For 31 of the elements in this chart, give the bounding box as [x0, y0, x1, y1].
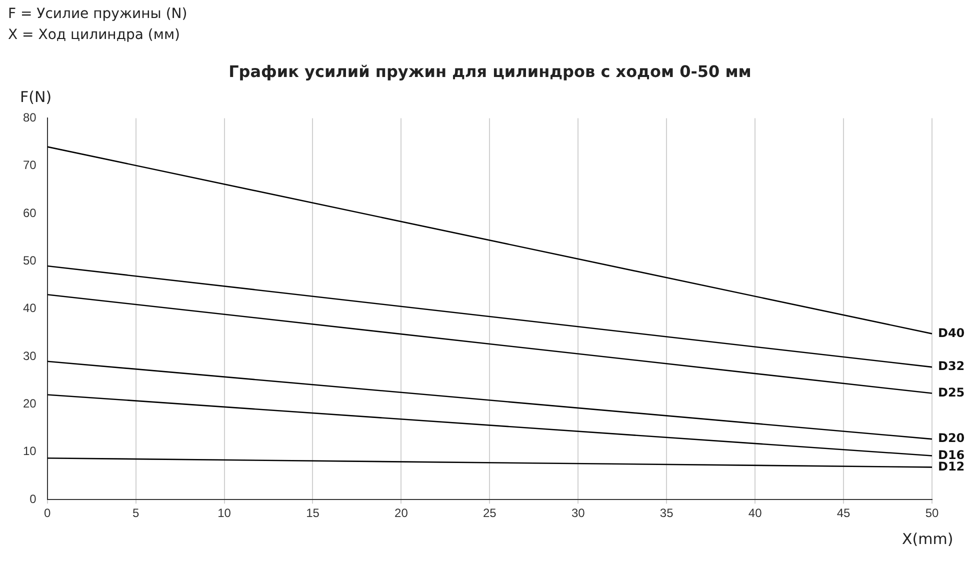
x-tick-label: 25	[482, 506, 497, 520]
y-tick-label: 80	[22, 110, 37, 125]
y-tick-label: 0	[30, 492, 37, 506]
text: F = Усилие пружины (N)	[8, 5, 188, 24]
chart-title: График усилий пружин для цилиндров с ходом 0-50 мм	[228, 62, 752, 81]
text: X = Ход цилиндра (мм)	[8, 26, 181, 45]
series-label: D16	[938, 448, 965, 462]
y-tick-label: 60	[22, 206, 37, 220]
x-tick-label: 0	[44, 506, 52, 520]
x-tick-label: 30	[571, 506, 586, 520]
x-tick-label: 15	[306, 506, 320, 520]
y-tick-label: 20	[22, 396, 37, 411]
x-tick-label: 35	[660, 506, 674, 520]
y-tick-label: 30	[22, 348, 37, 363]
y-tick-label: 50	[22, 254, 37, 268]
x-axis-title: X(mm)	[902, 530, 954, 548]
x-tick-label: 10	[218, 506, 232, 520]
y-tick-label: 10	[22, 444, 37, 458]
x-tick-label: 50	[925, 506, 939, 520]
series-label: D20	[938, 431, 965, 446]
x-tick-label: 20	[394, 506, 408, 520]
x-tick-label: 5	[132, 506, 140, 520]
y-tick-label: 40	[22, 301, 37, 316]
series-label: D12	[938, 459, 965, 474]
series-label: D40	[938, 326, 965, 340]
x-tick-label: 45	[836, 506, 851, 520]
y-tick-label: 70	[22, 158, 37, 172]
series-label: D32	[938, 359, 965, 374]
series-label: D25	[938, 385, 965, 400]
y-axis-title: F(N)	[20, 88, 52, 106]
x-tick-label: 40	[748, 506, 762, 520]
